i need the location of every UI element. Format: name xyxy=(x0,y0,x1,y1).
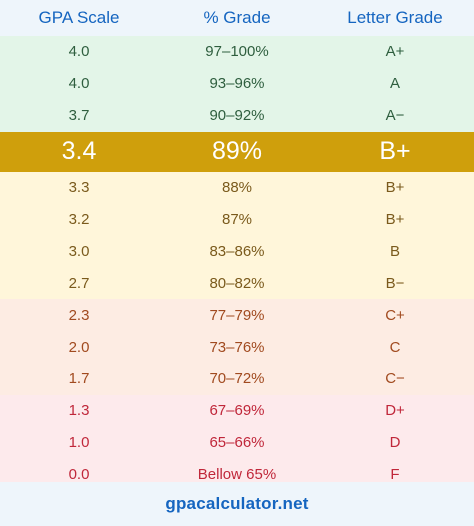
letter-cell: A xyxy=(389,75,400,93)
letter-cell: B− xyxy=(385,274,405,292)
percent-cell: 65–66% xyxy=(209,434,265,452)
letter-cell: C xyxy=(389,338,401,356)
gpa-cell: 4.0 xyxy=(68,43,90,61)
letter-cell: B xyxy=(389,242,400,260)
percent-cell: 70–72% xyxy=(209,370,265,388)
table-row: 3.3 88% B+ xyxy=(0,171,474,204)
letter-cell: F xyxy=(390,466,400,484)
gpa-cell: 3.7 xyxy=(68,107,90,125)
gpa-cell: 2.3 xyxy=(68,306,90,324)
table-row: 1.7 70–72% C− xyxy=(0,363,474,395)
letter-cell: B+ xyxy=(385,211,405,228)
gpa-cell: 3.0 xyxy=(68,242,90,260)
gpa-cell: 0.0 xyxy=(68,466,90,484)
letter-cell: D xyxy=(389,434,401,452)
percent-cell: 73–76% xyxy=(209,338,265,356)
letter-cell: D+ xyxy=(385,402,405,420)
letter-cell: A+ xyxy=(385,43,405,61)
table-row: 3.0 83–86% B xyxy=(0,235,474,268)
percent-cell: 97–100% xyxy=(205,43,269,61)
site-footer: gpacalculator.net xyxy=(0,482,474,526)
letter-cell: C+ xyxy=(385,306,405,324)
percent-cell: 93–96% xyxy=(209,75,265,93)
table-row: 4.0 97–100% A+ xyxy=(0,36,474,68)
table-row: 2.0 73–76% C xyxy=(0,331,474,364)
table-header: GPA Scale % Grade Letter Grade xyxy=(0,0,474,36)
gpa-cell: 3.2 xyxy=(68,211,90,228)
gpa-cell: 2.0 xyxy=(68,338,90,356)
gpa-cell: 1.0 xyxy=(68,434,90,452)
gpa-cell: 1.3 xyxy=(68,402,90,420)
table-row: 3.2 87% B+ xyxy=(0,203,474,236)
gpa-cell: 2.7 xyxy=(68,274,90,292)
table-row: 1.3 67–69% D+ xyxy=(0,394,474,427)
gpa-table: 4.0 97–100% A+ 4.0 93–96% A 3.7 90–92% A… xyxy=(0,36,474,491)
table-row: 3.7 90–92% A− xyxy=(0,99,474,132)
percent-cell: 77–79% xyxy=(209,306,265,324)
letter-cell: C− xyxy=(385,370,405,388)
header-gpa-scale: GPA Scale xyxy=(38,8,120,27)
percent-cell: 80–82% xyxy=(209,274,265,292)
percent-cell: 67–69% xyxy=(209,402,265,420)
header-percent-grade: % Grade xyxy=(203,8,271,27)
highlighted-row: 3.4 89% B+ xyxy=(0,131,474,172)
letter-cell: A− xyxy=(385,107,405,125)
percent-cell: 90–92% xyxy=(209,107,265,125)
table-row: 2.7 80–82% B− xyxy=(0,267,474,300)
gpa-cell: 3.4 xyxy=(61,137,97,166)
table-row: 2.3 77–79% C+ xyxy=(0,299,474,332)
header-letter-grade: Letter Grade xyxy=(347,8,443,27)
table-row: 4.0 93–96% A xyxy=(0,67,474,100)
gpa-cell: 3.3 xyxy=(68,179,90,197)
percent-cell: 87% xyxy=(221,211,253,228)
letter-cell: B+ xyxy=(385,179,405,197)
letter-cell: B+ xyxy=(379,137,411,166)
site-name: gpacalculator.net xyxy=(165,494,309,513)
percent-cell: 83–86% xyxy=(209,242,265,260)
percent-cell: 89% xyxy=(211,137,263,166)
percent-cell: 88% xyxy=(221,179,253,197)
gpa-cell: 4.0 xyxy=(68,75,90,93)
gpa-cell: 1.7 xyxy=(68,370,90,388)
percent-cell: Bellow 65% xyxy=(197,466,277,484)
table-row: 1.0 65–66% D xyxy=(0,426,474,459)
